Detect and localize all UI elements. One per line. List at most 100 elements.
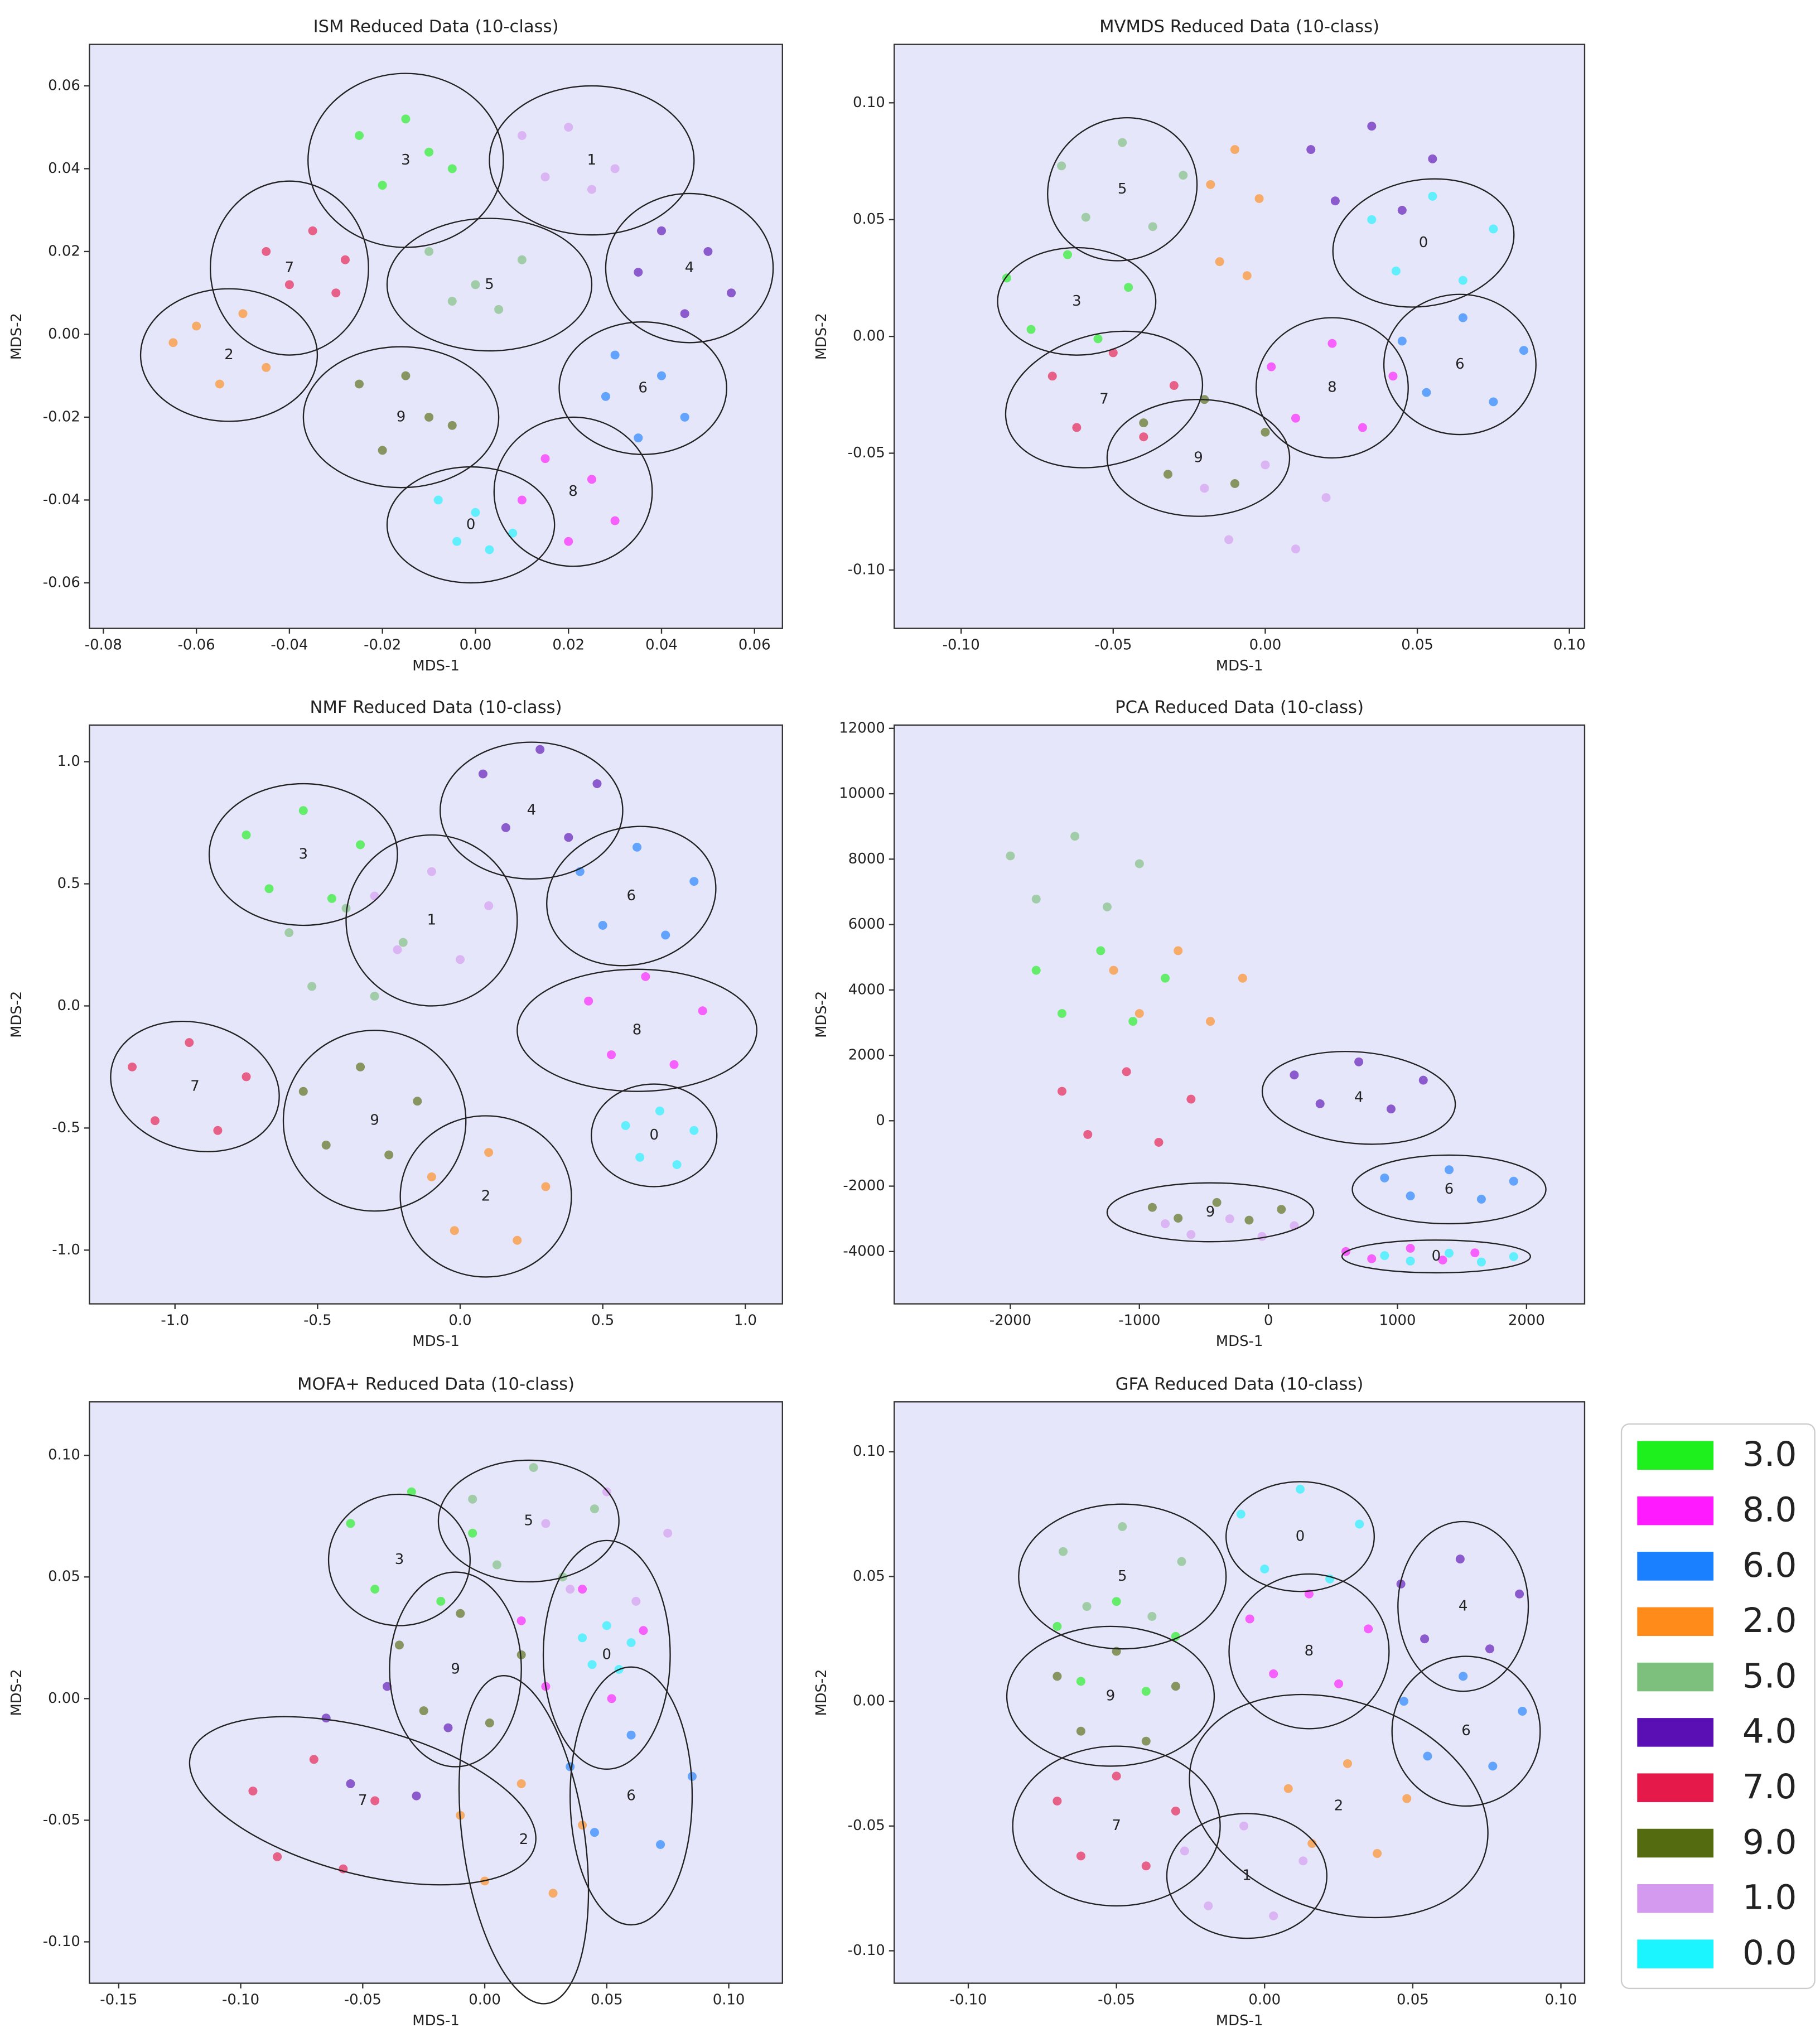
point [424,247,434,256]
point [168,338,178,347]
point [485,545,494,554]
x-tick-label: -1.0 [161,1312,189,1329]
plot-frame [89,1401,783,1984]
x-axis-label: MDS-1 [1216,2012,1263,2029]
point [1206,1017,1215,1026]
point [621,1121,630,1130]
cluster-ellipse [139,288,318,422]
point [501,823,510,832]
point [1122,1067,1131,1076]
point [427,1172,436,1181]
point [587,475,596,484]
points [248,1463,697,1898]
y-tick-label: -0.5 [52,1119,80,1136]
x-tick-label: 2000 [1508,1312,1545,1329]
point [540,172,550,182]
cluster-ellipse [399,1115,572,1278]
ellipse-label: 3 [1072,293,1081,310]
point [578,1633,587,1643]
cluster-ellipse [208,783,398,926]
point [578,1585,587,1594]
plot-area [894,725,1585,1304]
point [447,297,457,306]
x-tick-label: 0.05 [591,1992,623,2009]
point [1488,1761,1498,1771]
point [689,877,699,886]
ellipse-label: 6 [627,887,636,904]
y-tick-label: 0.10 [853,1443,885,1460]
point [346,1779,355,1788]
y-tick-label: 0.00 [853,1693,885,1710]
y-tick-label: -0.05 [848,445,885,461]
point [383,1682,392,1691]
point [1489,397,1498,407]
point [1242,271,1252,281]
x-tick-label: -0.5 [303,1312,332,1329]
point [1291,413,1300,423]
point [471,508,480,517]
y-tick-label: 0.0 [57,997,80,1014]
point [1174,946,1183,955]
ellipse-label: 9 [1194,449,1203,466]
x-axis-label: MDS-1 [412,658,460,674]
point [356,1062,365,1071]
point [1148,222,1157,231]
point [471,280,480,289]
cluster-ellipse [209,180,369,356]
point [689,1126,699,1135]
point [578,1821,587,1830]
ellipse-label: 6 [626,1787,635,1804]
point [331,288,341,298]
point [1161,1219,1170,1228]
point [590,1504,599,1514]
point [656,226,667,235]
cluster-ellipse [605,192,774,344]
cluster-ellipse [542,1539,671,1770]
point [308,226,317,235]
x-tick-label: 0.00 [1249,637,1282,654]
point [1291,544,1300,554]
ellipse-label: 5 [1118,181,1127,197]
point [1093,334,1103,344]
point [641,972,650,981]
point [1354,1057,1364,1066]
cluster-ellipse [345,834,518,1007]
ellipse-label: 2 [1334,1798,1343,1814]
x-tick-label: 0.10 [713,1992,745,2009]
y-tick-label: 0.02 [48,243,80,259]
point [1076,1677,1085,1686]
point [1388,371,1398,381]
point [610,350,620,360]
point [1343,1759,1353,1768]
y-tick-label: 0.06 [48,77,80,94]
cluster-ellipse [1166,1813,1327,1939]
point [610,516,620,525]
point [238,309,248,318]
point [508,528,518,538]
ellipse-label: 0 [1432,1248,1441,1264]
point [298,1087,308,1096]
plot-area [89,44,783,629]
x-axis-label: MDS-1 [412,1333,460,1350]
point [1406,1256,1415,1266]
cluster-ellipse [1391,1655,1541,1807]
point [1147,1203,1157,1212]
point [150,1116,160,1126]
ellipse-label: 6 [1461,1722,1470,1739]
point [412,1791,421,1800]
ellipse-label: 3 [299,846,308,863]
point [626,1730,636,1740]
plot-frame [89,44,783,629]
y-tick-label: 0.05 [853,1568,885,1585]
cluster-ellipse [1255,317,1409,459]
cluster-ellipse [389,1571,522,1768]
point [1445,1248,1454,1258]
point [1518,1707,1527,1716]
cluster-ellipse [458,1675,590,2005]
point [1254,194,1264,204]
point [687,1771,697,1781]
point [1083,1129,1093,1139]
point [1082,1602,1092,1611]
point [484,901,494,910]
